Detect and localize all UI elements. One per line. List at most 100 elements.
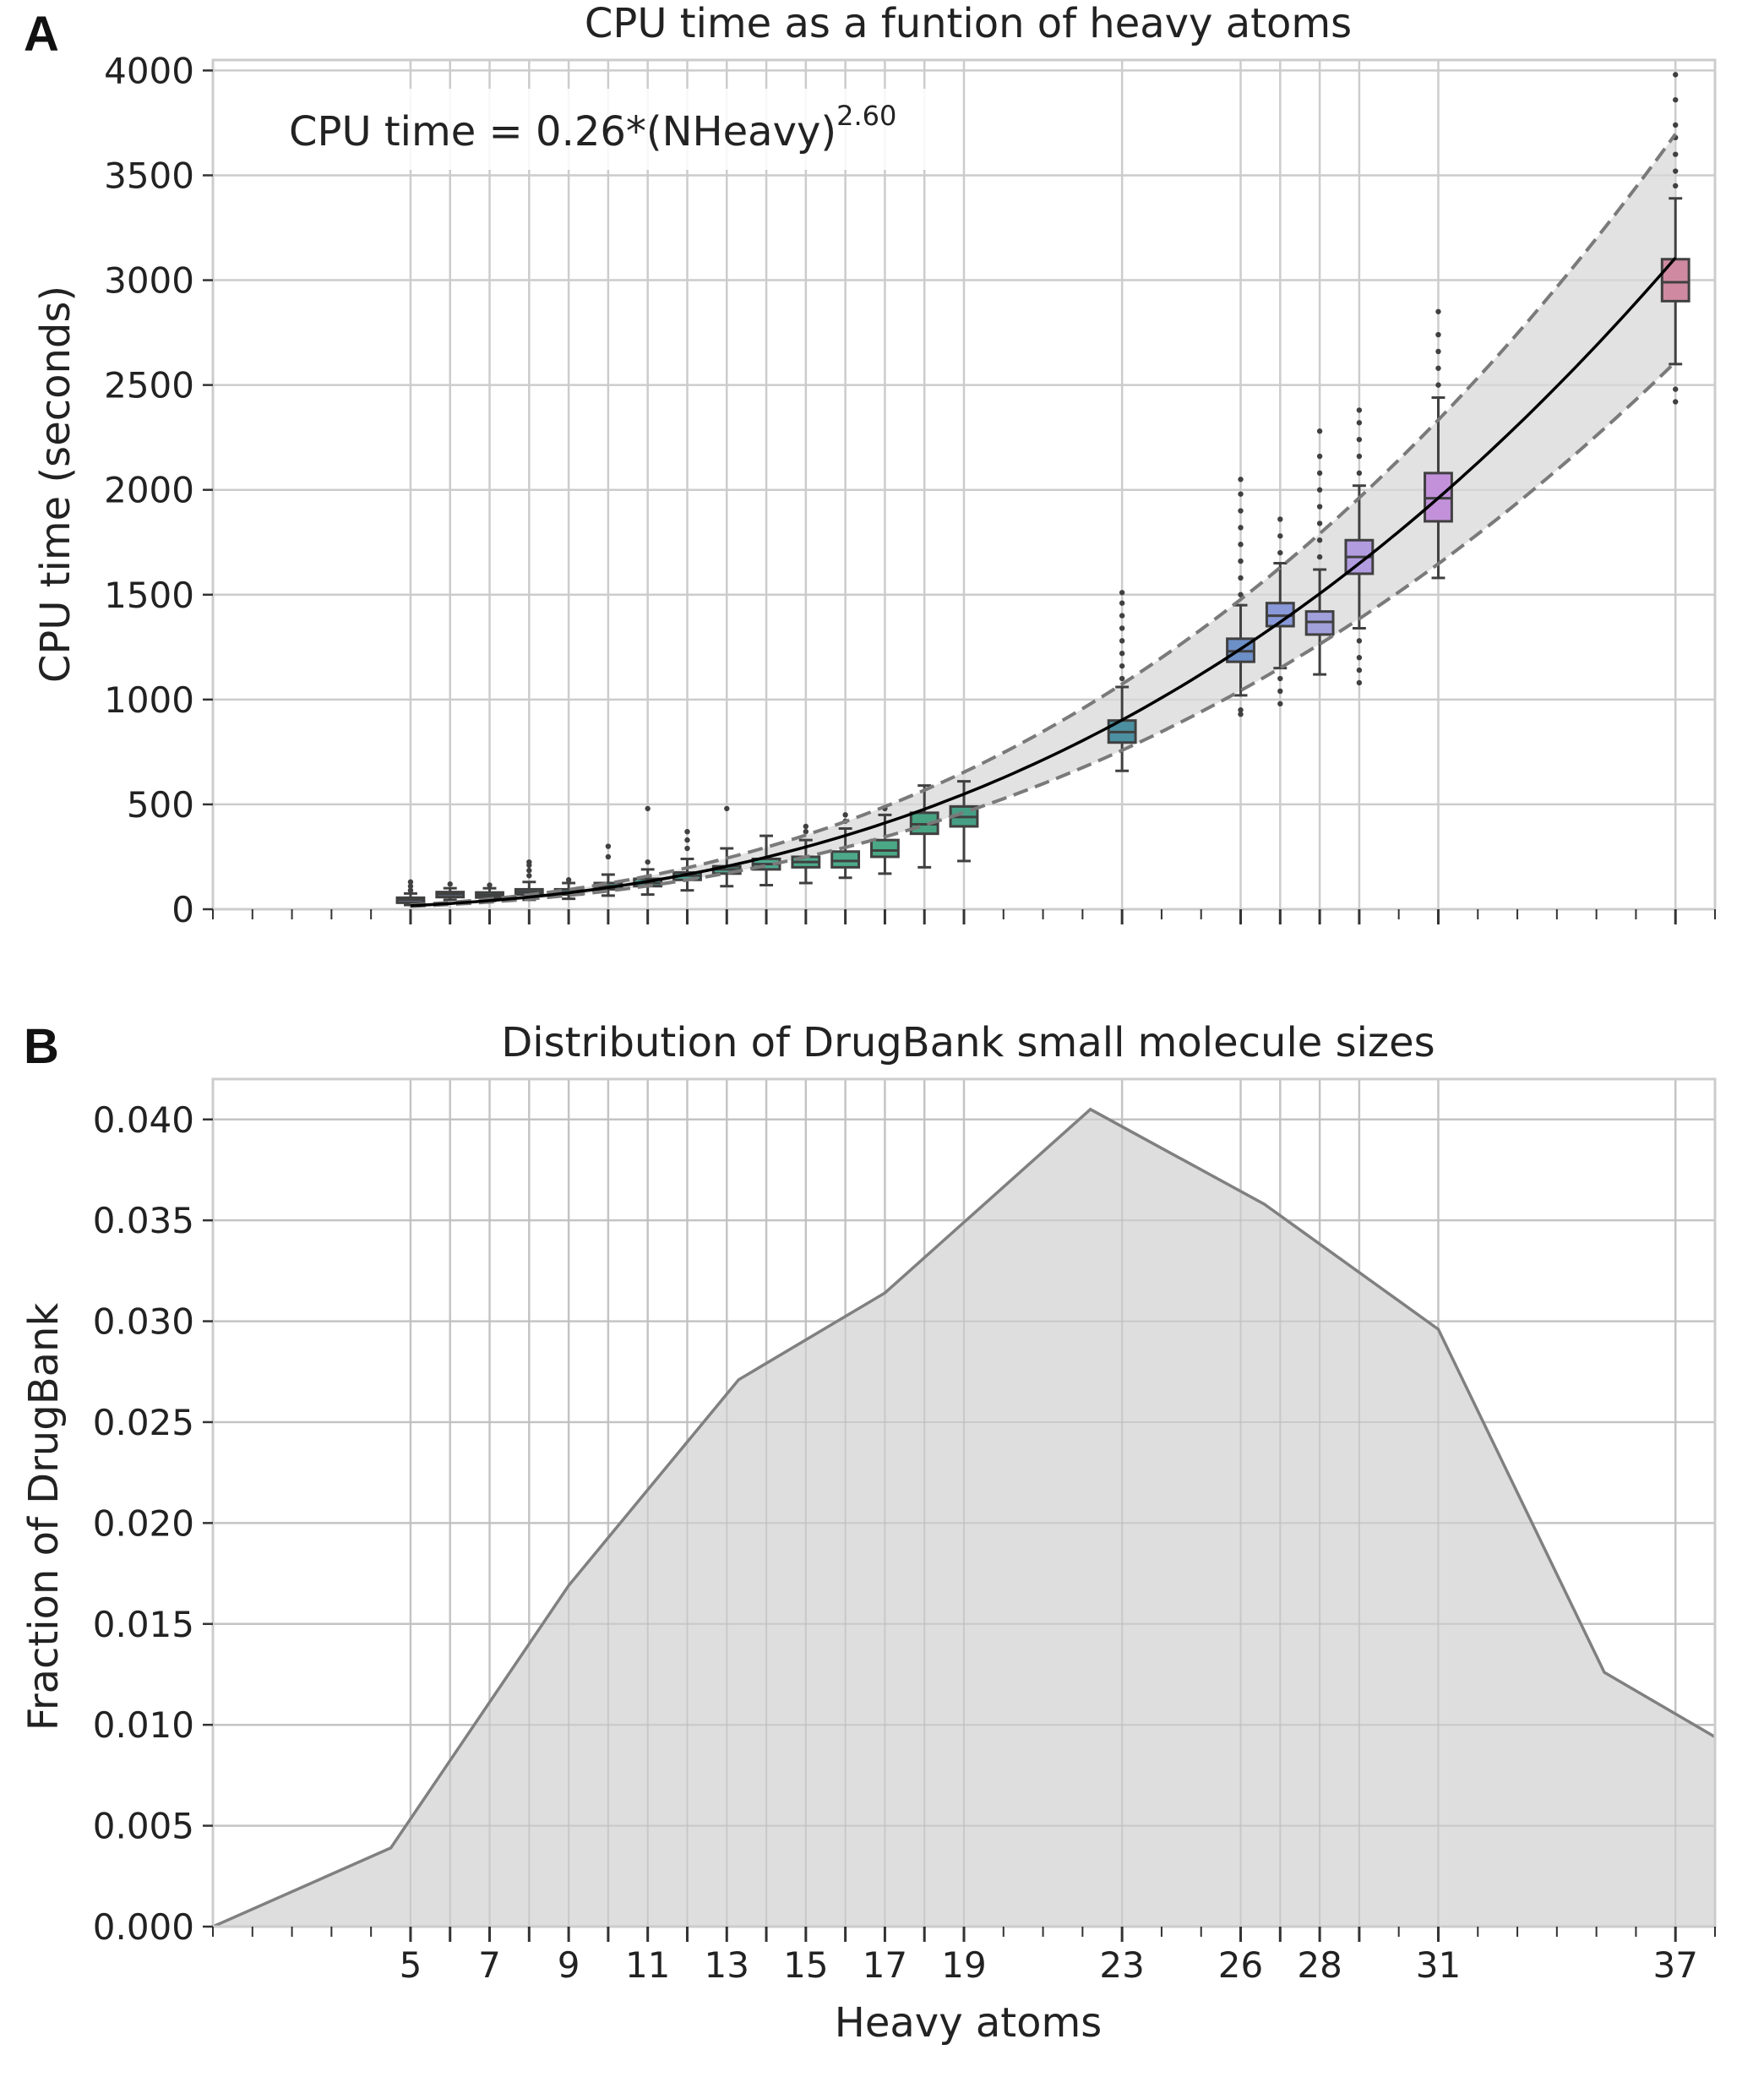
box-outlier (1119, 625, 1125, 631)
box-outlier (605, 853, 612, 860)
box-outlier (1316, 470, 1323, 477)
x-tick-label: 7 (478, 1944, 501, 1986)
x-tick-label: 23 (1099, 1944, 1144, 1986)
box-outlier (684, 828, 690, 835)
box-outlier (1238, 525, 1244, 531)
x-tick-label: 9 (558, 1944, 580, 1986)
box-outlier (1316, 487, 1323, 493)
box-outlier (1238, 477, 1244, 482)
panel-a: A CPU time as a funtion of heavy atoms 0… (24, 0, 1717, 930)
box-outlier (1277, 675, 1283, 682)
box-outlier (1238, 707, 1244, 713)
box-outlier (407, 879, 414, 885)
box-outlier (1673, 183, 1679, 189)
box-outlier (1356, 436, 1363, 443)
box-body (870, 838, 900, 859)
box-outlier (407, 887, 414, 893)
fit-line (410, 256, 1677, 908)
box-outlier (1238, 491, 1244, 497)
y-tick-label: 1000 (104, 679, 194, 721)
box-body (1660, 258, 1690, 303)
distribution-line (212, 1107, 1716, 1928)
box-plot (435, 881, 466, 902)
box-outlier (1238, 508, 1244, 514)
y-tick-label: 3000 (104, 260, 194, 302)
panel-a-title: CPU time as a funtion of heavy atoms (585, 0, 1352, 47)
fit-confidence-band (410, 134, 1676, 907)
box-outlier (1316, 428, 1323, 434)
box-outlier (1119, 600, 1125, 606)
y-tick-label: 3500 (104, 155, 194, 196)
fit-equation: CPU time = 0.26*(NHeavy)2.60 (289, 100, 896, 155)
box-outlier (487, 882, 493, 888)
box-outlier (1238, 711, 1244, 717)
box-outlier (1673, 96, 1679, 103)
upper-bound-line (410, 133, 1677, 907)
box-outlier (1435, 365, 1441, 371)
box-outlier (565, 877, 572, 883)
panel-b: B Distribution of DrugBank small molecul… (20, 1019, 1717, 2047)
box-outlier (1356, 667, 1363, 673)
lower-bound-line (410, 360, 1677, 908)
box-outlier (1238, 558, 1244, 564)
panel-b-title: Distribution of DrugBank small molecule … (501, 1019, 1435, 1066)
box-outlier (1277, 688, 1283, 695)
box-outlier (1673, 386, 1679, 392)
box-outlier (1238, 542, 1244, 548)
box-outlier (1316, 504, 1323, 510)
box-outlier (1316, 521, 1323, 526)
box-outlier (1673, 122, 1679, 128)
box-plot (1304, 428, 1335, 676)
box-outlier (1277, 701, 1283, 707)
box-outlier (407, 883, 414, 889)
panel-b-letter: B (24, 1019, 59, 1074)
box-outlier (1435, 331, 1441, 338)
box-outlier (842, 812, 848, 818)
x-tick-label: 37 (1652, 1944, 1697, 1986)
x-tick-label: 13 (705, 1944, 749, 1986)
y-tick-label: 0.005 (93, 1806, 194, 1847)
box-outlier (1119, 590, 1125, 596)
box-outlier (684, 837, 690, 843)
box-plot (1660, 72, 1690, 405)
x-tick-label: 11 (625, 1944, 670, 1986)
panel-b-y-ticks: 0.000 0.005 0.010 0.015 0.020 0.025 0.030 0.035… (93, 1099, 213, 1948)
fit-equation-base: CPU time = 0.26*(NHeavy) (289, 108, 836, 155)
y-tick-label: 0.015 (93, 1604, 194, 1645)
box-outlier (1316, 553, 1323, 560)
box-outlier (803, 828, 809, 835)
box-plot (751, 834, 781, 886)
box-outlier (724, 805, 730, 812)
x-tick-label: 19 (941, 1944, 986, 1986)
x-tick-label: 26 (1218, 1944, 1263, 1986)
y-tick-label: 0.035 (93, 1200, 194, 1241)
x-tick-label: 31 (1416, 1944, 1461, 1986)
box-plot (395, 879, 426, 907)
panel-a-letter: A (24, 7, 59, 62)
panel-a-y-ticks: 0 500 1000 1500 2000 2500 3000 3500 4000 (104, 50, 213, 930)
y-tick-label: 500 (127, 784, 194, 826)
panel-a-grid (213, 60, 1715, 911)
box-outlier (645, 859, 651, 865)
y-tick-label: 0.010 (93, 1704, 194, 1746)
box-outlier (1356, 420, 1363, 426)
box-outlier (1316, 453, 1323, 460)
panel-b-x-axis-label: Heavy atoms (835, 1999, 1102, 2047)
box-outlier (1673, 168, 1679, 174)
box-outlier (1119, 662, 1125, 669)
box-outlier (1277, 549, 1283, 556)
box-outlier (1119, 613, 1125, 619)
y-tick-label: 0.040 (93, 1099, 194, 1141)
box-outlier (526, 867, 532, 874)
box-outlier (1435, 382, 1441, 388)
fit-equation-exponent: 2.60 (836, 100, 896, 132)
box-outlier (1356, 453, 1363, 460)
x-tick-label: 17 (863, 1944, 907, 1986)
box-outlier (526, 859, 532, 865)
box-outlier (1119, 651, 1125, 657)
box-outlier (1435, 308, 1441, 314)
y-tick-label: 0 (172, 889, 194, 930)
box-outlier (447, 881, 453, 887)
y-tick-label: 1500 (104, 575, 194, 616)
